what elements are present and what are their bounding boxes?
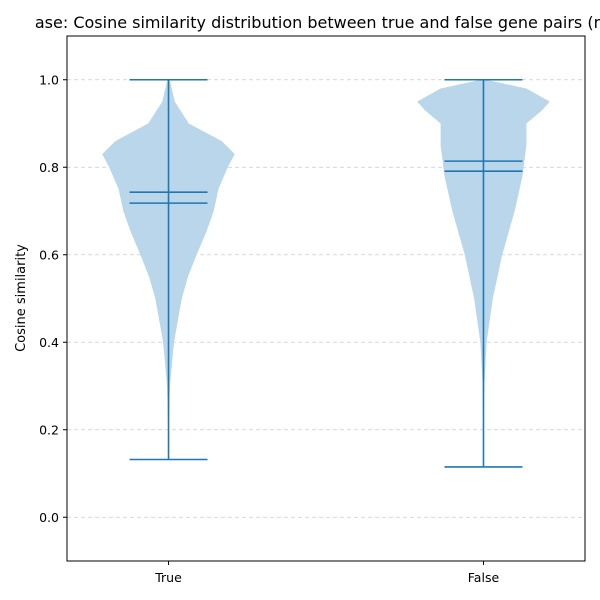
y-tick-label: 0.0 <box>39 510 59 525</box>
y-tick-label: 0.2 <box>39 422 59 437</box>
y-tick-label: 0.4 <box>39 335 59 350</box>
y-axis-label: Cosine similarity <box>14 244 29 352</box>
chart-title: ase: Cosine similarity distribution betw… <box>35 13 600 32</box>
violins <box>102 78 550 468</box>
plot-frame <box>66 35 586 562</box>
y-tick-label: 0.6 <box>39 247 59 262</box>
axes: 0.0 0.2 0.4 0.6 0.8 1.0 True False <box>39 72 499 585</box>
x-tick-label: True <box>154 570 182 585</box>
y-tick-label: 0.8 <box>39 160 59 175</box>
y-tick-label: 1.0 <box>39 72 59 87</box>
x-tick-label: False <box>468 570 500 585</box>
